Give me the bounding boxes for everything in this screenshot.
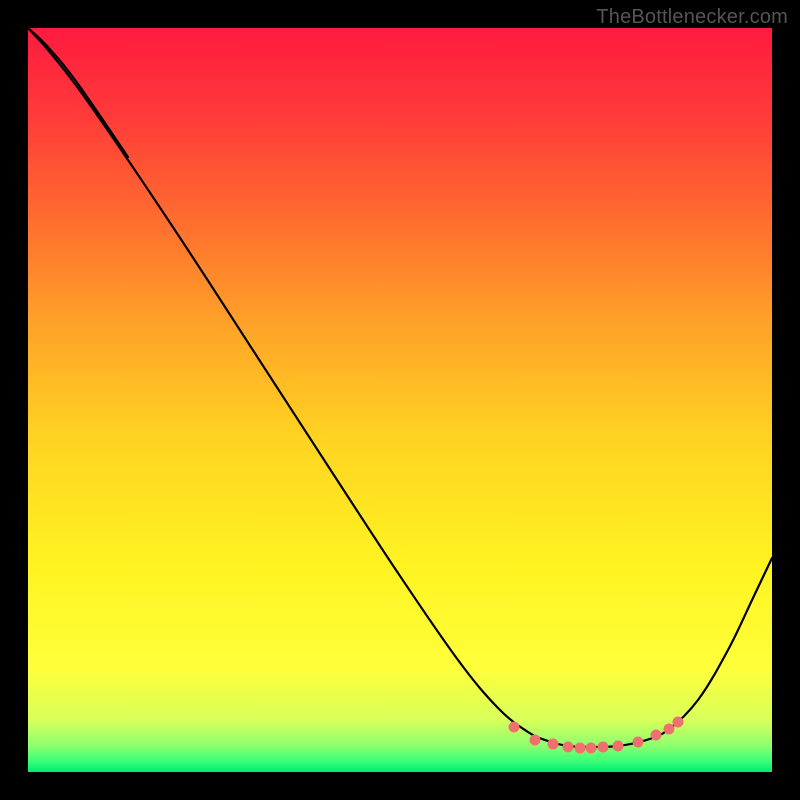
optimum-dot	[575, 743, 586, 754]
optimum-dot	[586, 743, 597, 754]
optimum-dot	[548, 739, 559, 750]
optimum-dot	[651, 730, 662, 741]
optimum-dot	[509, 722, 520, 733]
optimum-dot	[613, 741, 624, 752]
optimum-dot	[563, 742, 574, 753]
chart-svg	[28, 28, 772, 772]
gradient-background	[28, 28, 772, 772]
optimum-dot	[664, 724, 675, 735]
optimum-dot	[633, 737, 644, 748]
optimum-dot	[673, 717, 684, 728]
chart-frame: TheBottlenecker.com	[0, 0, 800, 800]
optimum-dot	[598, 742, 609, 753]
chart-plot-area	[28, 28, 772, 772]
optimum-dot	[530, 735, 541, 746]
watermark-text: TheBottlenecker.com	[596, 6, 788, 29]
